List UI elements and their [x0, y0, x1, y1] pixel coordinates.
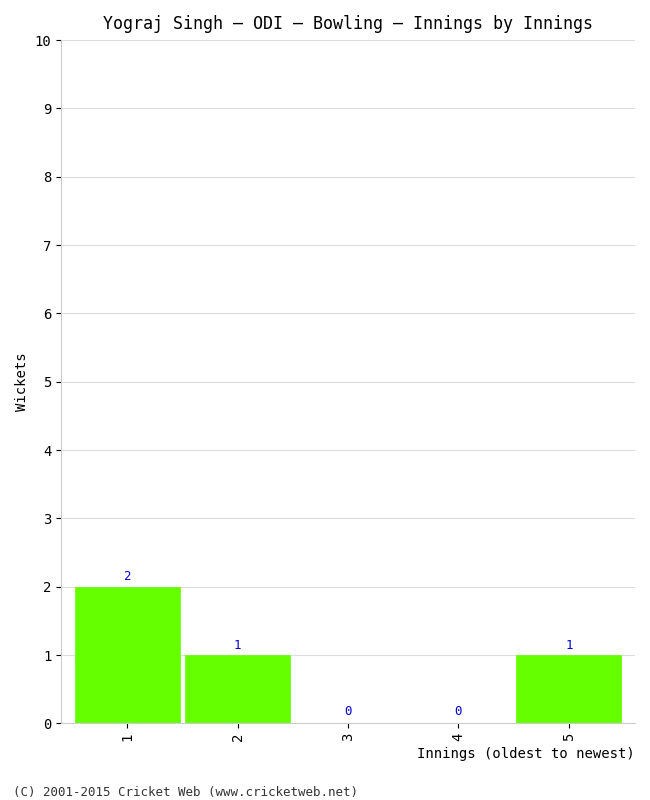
Title: Yograj Singh – ODI – Bowling – Innings by Innings: Yograj Singh – ODI – Bowling – Innings b… — [103, 15, 593, 33]
Y-axis label: Wickets: Wickets — [15, 353, 29, 411]
Text: 1: 1 — [234, 638, 241, 652]
Bar — [75, 586, 179, 723]
Text: (C) 2001-2015 Cricket Web (www.cricketweb.net): (C) 2001-2015 Cricket Web (www.cricketwe… — [13, 786, 358, 799]
Text: 0: 0 — [344, 705, 352, 718]
Bar — [516, 655, 621, 723]
Text: 2: 2 — [124, 570, 131, 583]
Text: 0: 0 — [454, 705, 462, 718]
Bar — [185, 655, 290, 723]
Text: 1: 1 — [565, 638, 573, 652]
X-axis label: Innings (oldest to newest): Innings (oldest to newest) — [417, 747, 635, 761]
